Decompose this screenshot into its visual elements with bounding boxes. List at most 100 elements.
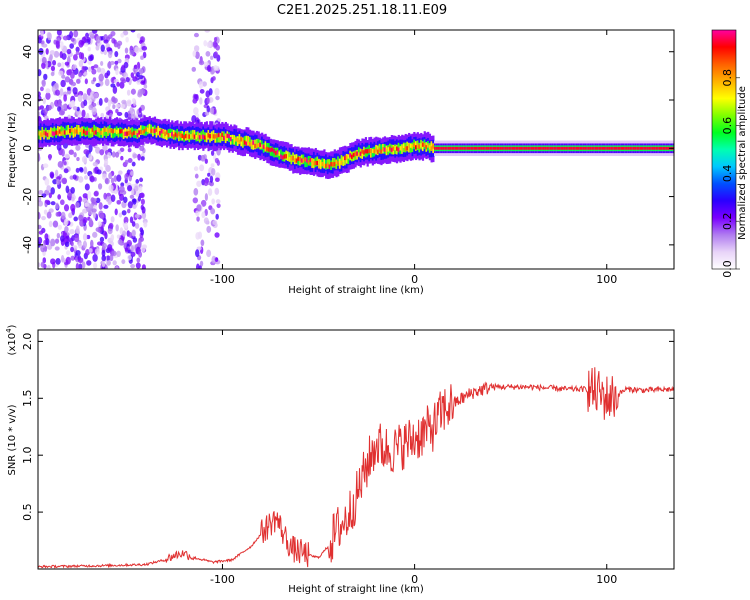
heatmap-band-cell — [95, 130, 98, 135]
heatmap-band-cell — [43, 130, 46, 135]
heatmap-band-cell — [178, 131, 181, 142]
heatmap-band-cell — [153, 128, 157, 134]
heatmap-band-cell — [513, 146, 516, 150]
heatmap-speckle — [131, 98, 136, 103]
heatmap-band-cell — [357, 152, 361, 157]
heatmap-speckle — [119, 193, 125, 201]
heatmap-band-cell — [287, 154, 290, 159]
heatmap-speckle — [203, 217, 209, 224]
heatmap-speckle — [38, 91, 41, 97]
heatmap-speckle — [77, 94, 83, 103]
heatmap-speckle — [139, 227, 144, 233]
heatmap-band-cell — [435, 146, 438, 150]
heatmap-speckle — [78, 51, 83, 59]
heatmap-speckle — [210, 163, 215, 168]
heatmap-speckle — [130, 30, 136, 33]
heatmap-speckle — [73, 152, 77, 158]
heatmap-band-cell — [238, 134, 241, 144]
heatmap-band-cell — [74, 129, 77, 134]
heatmap-band-cell — [278, 151, 281, 156]
heatmap-speckle — [126, 89, 131, 96]
heatmap-band-cell — [586, 146, 589, 150]
heatmap-speckle — [42, 257, 47, 264]
heatmap-band-cell — [188, 134, 191, 139]
heatmap-band-cell — [624, 146, 627, 150]
heatmap-speckle — [66, 48, 72, 55]
heatmap-band-cell — [63, 130, 67, 135]
heatmap-speckle — [82, 197, 88, 203]
heatmap-band-cell — [209, 134, 212, 139]
heatmap-speckle — [95, 146, 101, 154]
heatmap-speckle — [214, 157, 219, 164]
heatmap-band-cell — [193, 134, 196, 139]
heatmap-band-cell — [242, 137, 245, 142]
heatmap-speckle — [86, 260, 92, 266]
heatmap-band-cell — [600, 146, 603, 150]
heatmap-speckle — [71, 196, 75, 202]
heatmap-speckle — [140, 204, 144, 211]
heatmap-band-cell — [401, 146, 404, 151]
heatmap-band-cell — [152, 128, 155, 133]
heatmap-speckle — [75, 51, 80, 56]
heatmap-speckle — [55, 202, 59, 210]
heatmap-band-cell — [300, 158, 304, 163]
heatmap-speckle — [87, 46, 91, 52]
heatmap-speckle — [120, 182, 125, 187]
heatmap-band-cell — [252, 140, 255, 145]
heatmap-band-cell — [432, 144, 435, 149]
heatmap-band-cell — [532, 146, 535, 150]
heatmap-band-cell — [124, 131, 127, 136]
heatmap-band-cell — [285, 154, 288, 159]
heatmap-speckle — [104, 177, 110, 185]
heatmap-speckle — [48, 208, 54, 213]
heatmap-band-cell — [499, 146, 502, 150]
heatmap-speckle — [44, 199, 50, 204]
heatmap-speckle — [130, 245, 134, 253]
heatmap-speckle — [143, 221, 148, 228]
heatmap-band-cell — [465, 146, 468, 150]
heatmap-band-cell — [202, 134, 205, 139]
heatmap-speckle — [74, 234, 80, 243]
heatmap-speckle — [88, 55, 94, 62]
heatmap-speckle — [110, 216, 115, 223]
heatmap-speckle — [99, 212, 105, 219]
heatmap-band-cell — [204, 135, 207, 140]
heatmap-speckle — [118, 170, 123, 175]
heatmap-speckle — [140, 156, 145, 161]
heatmap-band-cell — [214, 134, 217, 139]
heatmap-speckle — [38, 36, 42, 44]
heatmap-band-cell — [658, 146, 662, 150]
heatmap-speckle — [113, 175, 118, 182]
heatmap-speckle — [70, 255, 76, 261]
heatmap-speckle — [44, 178, 50, 186]
heatmap-speckle — [215, 95, 220, 101]
heatmap-band-cell — [344, 155, 347, 161]
heatmap-band-cell — [418, 144, 421, 149]
heatmap-speckle — [198, 81, 204, 89]
heatmap-speckle — [70, 100, 76, 107]
heatmap-band-cell — [598, 146, 601, 150]
heatmap-band-cell — [380, 149, 383, 154]
heatmap-speckle — [63, 168, 69, 174]
heatmap-band-cell — [342, 157, 345, 162]
heatmap-speckle — [141, 211, 147, 220]
top-x-axis: -100 0 100 — [210, 30, 617, 286]
heatmap-speckle — [95, 227, 101, 232]
bottom-y-tick-label: 1.5 — [21, 390, 34, 408]
heatmap-band-cell — [454, 146, 457, 150]
heatmap-speckle — [98, 202, 103, 210]
heatmap-speckle — [106, 255, 111, 262]
heatmap-speckle — [48, 220, 53, 228]
heatmap-speckle — [210, 55, 214, 60]
heatmap-band-cell — [638, 146, 641, 150]
heatmap-speckle — [45, 92, 51, 100]
heatmap-speckle — [200, 154, 206, 162]
heatmap-speckle — [57, 105, 62, 112]
heatmap-speckle — [52, 220, 59, 228]
heatmap-speckle — [82, 216, 88, 224]
heatmap-speckle — [117, 238, 123, 245]
heatmap-speckle — [41, 79, 46, 87]
heatmap-speckle — [46, 211, 52, 219]
heatmap-band-cell — [430, 146, 433, 151]
